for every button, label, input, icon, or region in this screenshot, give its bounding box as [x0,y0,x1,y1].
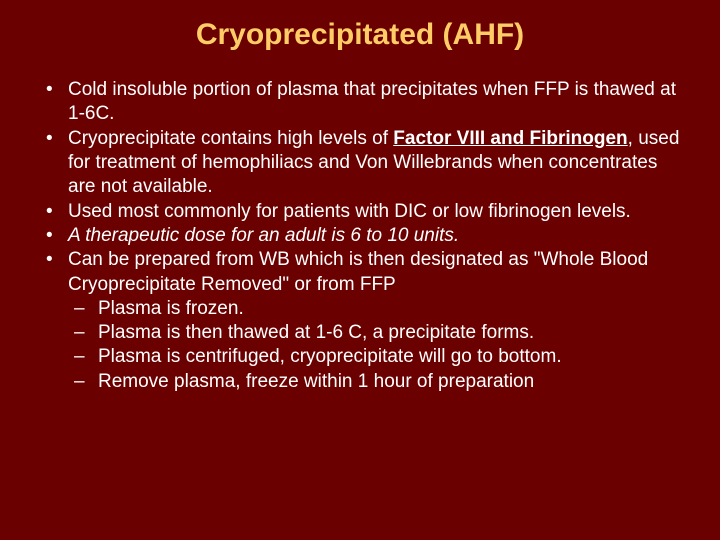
text-segment: Plasma is then thawed at 1-6 C, a precip… [98,322,534,343]
sub-list: Plasma is frozen. Plasma is then thawed a… [68,297,690,394]
text-segment: Cryoprecipitate contains high levels of [68,128,393,149]
list-item: Used most commonly for patients with DIC… [68,200,690,224]
sub-list-item: Remove plasma, freeze within 1 hour of p… [98,370,690,394]
list-item: Cryoprecipitate contains high levels of … [68,127,690,200]
text-segment: A therapeutic dose for an adult is 6 to … [68,225,459,246]
sub-list-item: Plasma is centrifuged, cryoprecipitate w… [98,345,690,369]
sub-list-item: Plasma is then thawed at 1-6 C, a precip… [98,321,690,345]
bullet-list: Cold insoluble portion of plasma that pr… [30,78,690,394]
slide-container: Cryoprecipitated (AHF) Cold insoluble po… [0,0,720,540]
text-segment: Used most commonly for patients with DIC… [68,201,631,222]
text-segment: Plasma is centrifuged, cryoprecipitate w… [98,346,562,367]
text-segment: Remove plasma, freeze within 1 hour of p… [98,371,534,392]
slide-content: Cold insoluble portion of plasma that pr… [30,78,690,394]
text-segment: Factor VIII and Fibrinogen [393,128,627,149]
slide-title: Cryoprecipitated (AHF) [30,18,690,52]
text-segment: Can be prepared from WB which is then de… [68,249,648,294]
sub-list-item: Plasma is frozen. [98,297,690,321]
list-item: Cold insoluble portion of plasma that pr… [68,78,690,127]
text-segment: Plasma is frozen. [98,298,244,319]
list-item: A therapeutic dose for an adult is 6 to … [68,224,690,248]
list-item: Can be prepared from WB which is then de… [68,248,690,394]
text-segment: Cold insoluble portion of plasma that pr… [68,79,676,124]
